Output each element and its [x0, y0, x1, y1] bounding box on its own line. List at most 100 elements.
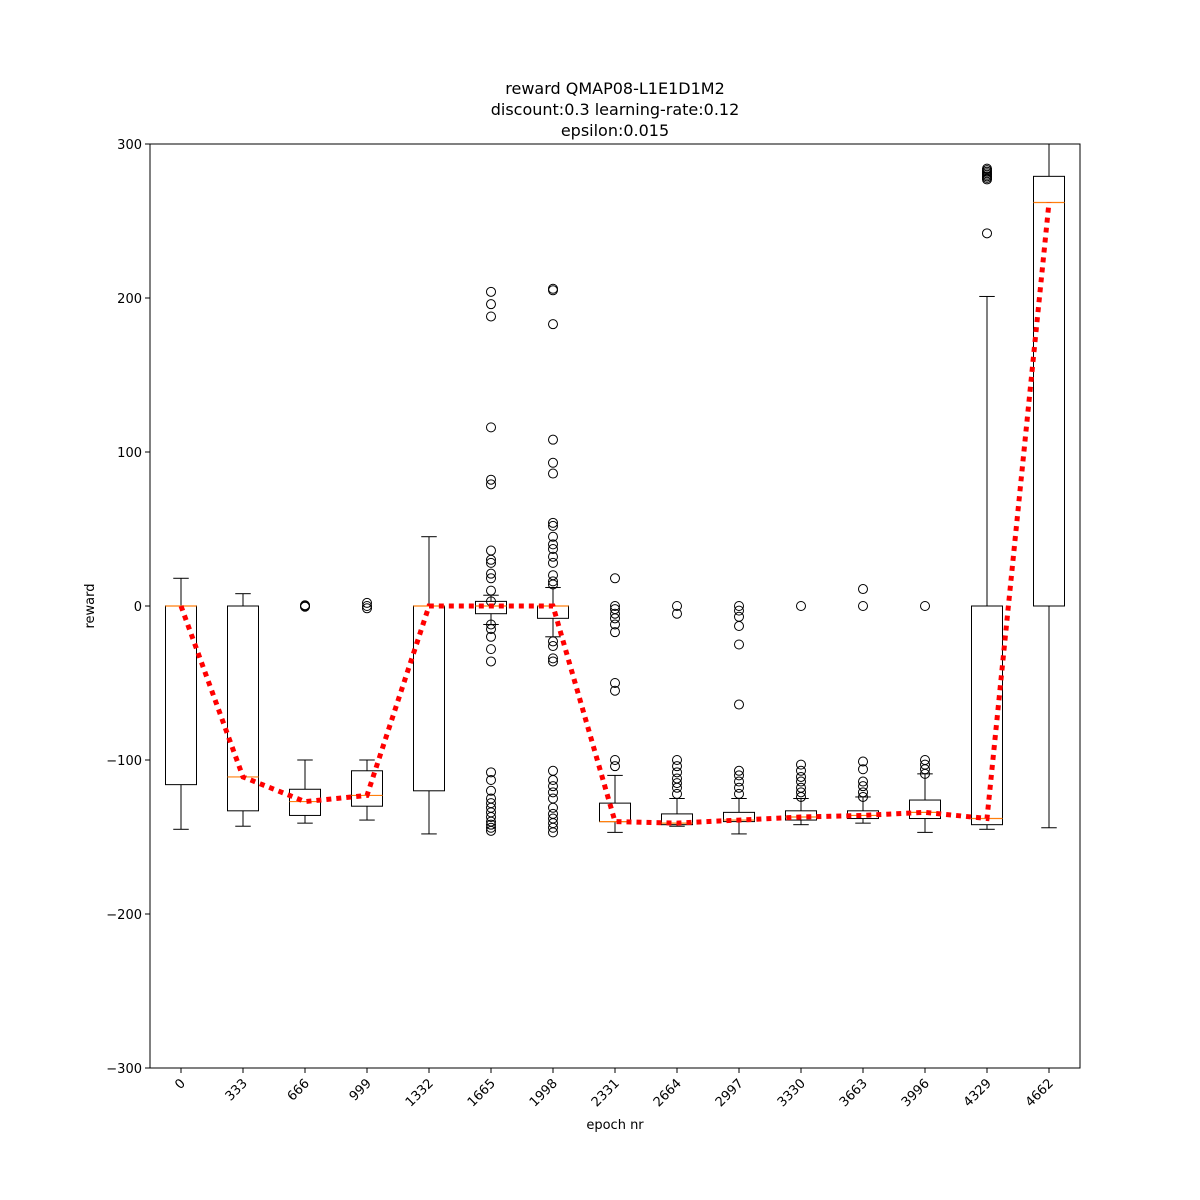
outlier-point [610, 619, 620, 630]
outlier-point [734, 770, 744, 781]
outlier-point [548, 827, 558, 838]
outlier-point [672, 782, 682, 793]
box-body [227, 605, 259, 812]
outlier-point [486, 299, 496, 310]
outlier-point [920, 764, 930, 775]
outlier-point [486, 573, 496, 584]
outlier-point [486, 785, 496, 796]
outlier-point [486, 554, 496, 565]
outlier-point [734, 611, 744, 622]
outlier-point [858, 776, 868, 787]
outlier-point [486, 619, 496, 630]
box-2997 [723, 601, 755, 835]
box-4662 [1033, 143, 1065, 829]
outlier-point [610, 678, 620, 688]
chart-title-line-1: reward QMAP08-L1E1D1M2 [505, 79, 725, 98]
y-tick-label: −200 [106, 908, 142, 923]
y-tick-label: 100 [117, 446, 142, 461]
box-1332 [413, 536, 445, 835]
box-1665 [475, 286, 507, 836]
outlier-point [548, 579, 558, 590]
box-3996 [909, 601, 941, 833]
outlier-point [734, 639, 744, 650]
box-2331 [599, 573, 631, 833]
outlier-point [982, 228, 992, 239]
outlier-point [486, 311, 496, 322]
outlier-point [734, 788, 744, 799]
outlier-point [858, 764, 868, 775]
x-tick-label: 2331 [589, 1076, 623, 1110]
box-1998 [537, 283, 569, 838]
box-2664 [661, 601, 693, 827]
box-body [165, 605, 197, 786]
box-body [289, 788, 321, 816]
outlier-point [610, 755, 620, 765]
outlier-point [610, 601, 620, 611]
outlier-point [486, 479, 496, 490]
outlier-point [548, 319, 558, 330]
outlier-point [548, 544, 558, 555]
x-tick-label: 999 [347, 1076, 375, 1104]
outlier-point [548, 641, 558, 652]
outlier-point [548, 822, 558, 833]
outlier-point [796, 601, 806, 611]
outlier-point [548, 636, 558, 647]
x-axis: 0 333 666 999 1332 1665 1998 2331 2664 2997 3330 36… [172, 1068, 1057, 1110]
outlier-point [796, 771, 806, 782]
outlier-point [486, 819, 496, 830]
outlier-point [486, 545, 496, 556]
outlier-point [548, 775, 558, 786]
x-tick-label: 1665 [465, 1076, 499, 1110]
box-333 [227, 593, 259, 827]
outlier-point [486, 568, 496, 579]
outlier-point [486, 767, 496, 778]
outlier-point [858, 756, 868, 767]
outlier-point [734, 782, 744, 793]
outlier-point [796, 759, 806, 770]
outlier-point [610, 573, 620, 584]
outlier-point [548, 520, 558, 531]
plot-frame [149, 143, 1081, 1069]
outlier-point [486, 825, 496, 836]
outlier-point [486, 557, 496, 568]
outlier-point [610, 761, 620, 772]
outlier-point [734, 776, 744, 787]
box-999 [351, 597, 383, 821]
outlier-point [548, 457, 558, 468]
outlier-point [548, 434, 558, 445]
outlier-point [796, 776, 806, 787]
x-tick-label: 1332 [403, 1076, 437, 1110]
y-tick-label: 0 [134, 600, 142, 615]
box-body [475, 600, 507, 615]
outlier-point [734, 765, 744, 776]
y-tick-label: −300 [106, 1062, 142, 1077]
outlier-point [548, 802, 558, 813]
box-body [351, 770, 383, 807]
outlier-point [858, 781, 868, 792]
box-0 [165, 577, 197, 830]
box-body [847, 810, 879, 820]
trend-layer [178, 202, 1052, 826]
y-axis: −300 −200 −100 0 100 200 300 [106, 138, 150, 1077]
outlier-point [858, 787, 868, 798]
y-tick-label: −100 [106, 754, 142, 769]
outlier-point [362, 603, 372, 614]
boxes-layer [165, 143, 1065, 838]
x-tick-label: 3663 [837, 1076, 871, 1110]
outlier-point [796, 765, 806, 776]
x-tick-label: 3996 [899, 1076, 933, 1110]
outlier-point [486, 585, 496, 596]
x-tick-label: 666 [285, 1076, 313, 1104]
box-666 [289, 600, 321, 824]
outlier-point [548, 781, 558, 792]
outlier-point [610, 613, 620, 624]
outlier-point [672, 778, 682, 789]
chart-title-line-2: discount:0.3 learning-rate:0.12 [491, 100, 740, 119]
outlier-point [734, 605, 744, 616]
outlier-point [486, 811, 496, 822]
box-body [599, 802, 631, 823]
outlier-point [548, 787, 558, 798]
y-tick-label: 300 [117, 138, 142, 153]
outlier-point [672, 601, 682, 611]
outlier-point [486, 631, 496, 642]
